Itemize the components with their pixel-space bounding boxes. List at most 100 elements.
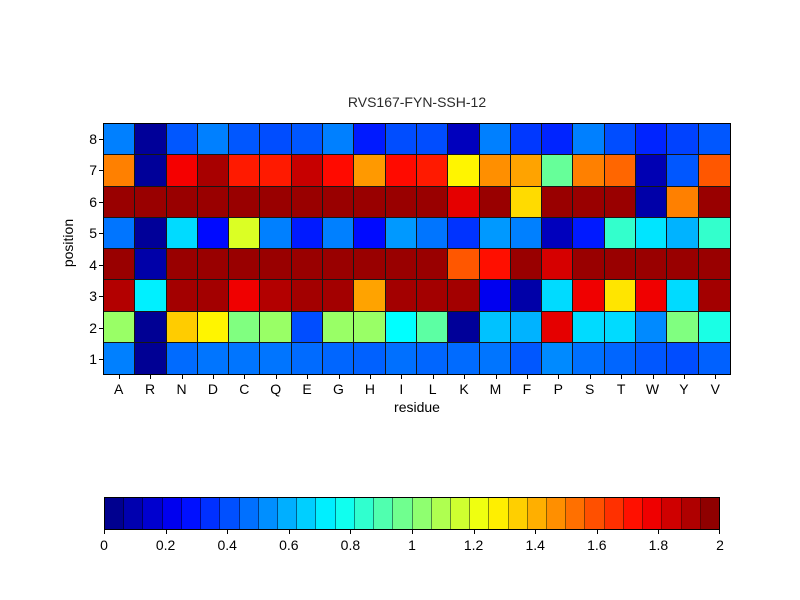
heatmap-cell: [104, 186, 136, 218]
y-tick-label: 8: [89, 130, 97, 147]
heatmap-cell: [166, 217, 198, 249]
x-tick-label: C: [239, 381, 250, 397]
heatmap-cell: [448, 280, 480, 312]
colorbar-tick-label: 0.2: [155, 537, 176, 553]
heatmap-cell: [354, 311, 386, 343]
heatmap-cell: [197, 249, 230, 281]
x-tick-label: N: [176, 381, 187, 397]
y-tick-mark: [99, 170, 103, 172]
heatmap-cell: [604, 124, 637, 156]
heatmap-cell: [698, 280, 730, 312]
colorbar-segment: [258, 498, 278, 529]
x-tick-label: H: [364, 381, 375, 397]
heatmap-cell: [542, 217, 574, 249]
heatmap-cell: [416, 124, 449, 156]
heatmap-cell: [448, 342, 480, 374]
y-tick-label: 5: [89, 225, 97, 242]
x-tick-label: Q: [270, 381, 282, 397]
colorbar-segment: [354, 498, 375, 529]
heatmap-cell: [104, 311, 136, 343]
x-tick-mark: [589, 375, 591, 379]
x-tick-mark: [464, 375, 466, 379]
heatmap-cell: [667, 280, 699, 312]
colorbar-segment: [316, 498, 336, 529]
colorbar-segment: [431, 498, 451, 529]
colorbar-segment: [181, 498, 202, 529]
heatmap-cell: [323, 124, 355, 156]
colorbar-segment: [527, 498, 548, 529]
colorbar-tick-label: 1.4: [525, 537, 545, 553]
y-tick-label: 3: [89, 288, 97, 305]
y-axis-label: position: [60, 218, 76, 268]
heatmap-plot: [103, 123, 731, 375]
heatmap-cell: [416, 311, 449, 343]
colorbar-segment: [335, 498, 355, 529]
heatmap-cell: [698, 342, 730, 374]
colorbar-segment: [662, 498, 682, 529]
heatmap-cell: [197, 217, 230, 249]
heatmap-cell: [354, 280, 386, 312]
x-tick-label: Y: [679, 381, 689, 397]
heatmap-cell: [698, 124, 730, 156]
colorbar-tick-label: 1.2: [463, 537, 484, 553]
heatmap-cell: [291, 124, 324, 156]
x-tick-mark: [369, 375, 371, 379]
x-tick-label: F: [522, 381, 532, 397]
x-tick-label: T: [616, 381, 626, 397]
heatmap-cell: [135, 124, 167, 156]
heatmap-cell: [542, 155, 574, 187]
heatmap-cell: [416, 217, 449, 249]
y-tick-mark: [99, 327, 103, 329]
x-tick-mark: [338, 375, 340, 379]
heatmap-cell: [479, 186, 511, 218]
heatmap-cell: [510, 217, 543, 249]
colorbar-tick-mark: [104, 530, 105, 534]
heatmap-cell: [510, 280, 543, 312]
heatmap-cell: [636, 342, 668, 374]
heatmap-cell: [416, 280, 449, 312]
colorbar-tick-label: 1: [408, 537, 416, 553]
heatmap-cell: [291, 155, 324, 187]
x-tick-label: E: [302, 381, 312, 397]
y-tick-label: 7: [89, 162, 97, 179]
heatmap-cell: [229, 249, 261, 281]
heatmap-cell: [636, 280, 668, 312]
x-tick-label: D: [207, 381, 218, 397]
colorbar-segment: [643, 498, 663, 529]
heatmap-cell: [448, 311, 480, 343]
colorbar-tick-mark: [350, 530, 352, 534]
heatmap-cell: [698, 217, 730, 249]
heatmap-cell: [698, 249, 730, 281]
colorbar-segment: [547, 498, 567, 529]
heatmap-cell: [573, 311, 605, 343]
heatmap-cell: [197, 311, 230, 343]
heatmap-cell: [573, 124, 605, 156]
y-tick-mark: [99, 233, 103, 235]
x-tick-mark: [307, 375, 309, 379]
x-tick-label: I: [399, 381, 404, 397]
heatmap-cell: [323, 311, 355, 343]
heatmap-cell: [385, 249, 417, 281]
heatmap-cell: [385, 217, 417, 249]
heatmap-cell: [229, 155, 261, 187]
colorbar-tick-label: 1.8: [648, 537, 669, 553]
heatmap-cell: [197, 280, 230, 312]
colorbar-tick-label: 0.6: [279, 537, 299, 553]
x-tick-label: L: [428, 381, 437, 397]
heatmap-cell: [667, 311, 699, 343]
heatmap-cell: [135, 280, 167, 312]
colorbar-segment: [374, 498, 394, 529]
heatmap-cell: [542, 249, 574, 281]
x-tick-mark: [432, 375, 434, 379]
x-tick-mark: [495, 375, 497, 379]
colorbar-segment: [508, 498, 528, 529]
heatmap-cell: [573, 155, 605, 187]
heatmap-cell: [636, 311, 668, 343]
heatmap-cell: [448, 155, 480, 187]
heatmap-cell: [636, 217, 668, 249]
colorbar-tick-mark: [535, 530, 537, 534]
y-tick-label: 2: [89, 319, 97, 336]
heatmap-cell: [542, 280, 574, 312]
heatmap-cell: [416, 186, 449, 218]
colorbar-tick-label: 0.8: [340, 537, 361, 553]
